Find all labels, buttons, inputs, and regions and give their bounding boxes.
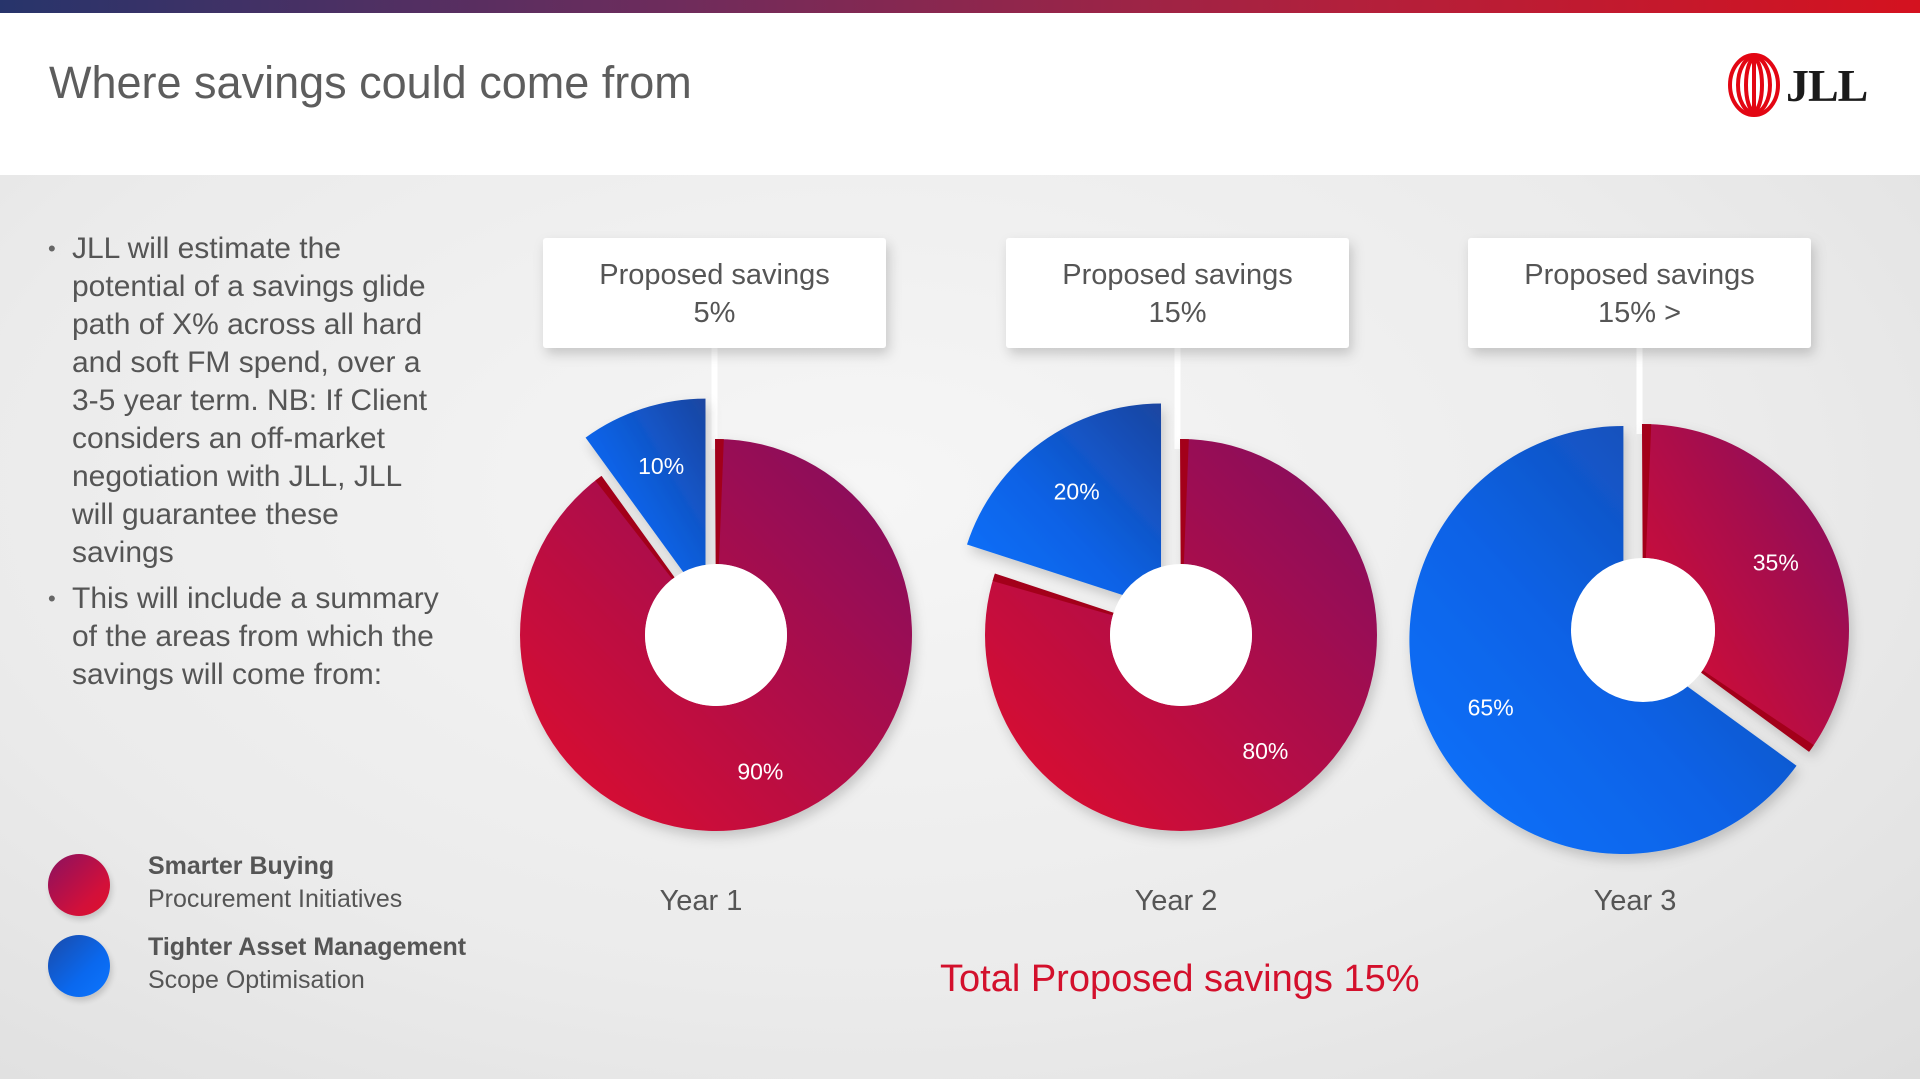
slice-value-label: 90% [737,758,783,784]
legend-swatch-red [48,854,110,916]
slice-value-label: 65% [1468,695,1514,721]
slice-edge-shade [992,573,1114,616]
donut-chart-year-2: Proposed savings 15% 80% 20% Year 2 [966,238,1378,917]
bullet-list: JLL will estimate the potential of a sav… [44,230,444,702]
callout-text-line: Proposed savings [1524,259,1755,291]
callout-box [543,238,886,348]
donut-chart-year-1: Proposed savings 5% 90% 10% Year 1 [519,238,912,917]
logo-text: JLL [1786,60,1868,111]
donut-slice-smarter-buying [519,439,912,832]
legend-title: Smarter Buying [148,852,335,880]
donut-slice-tighter-asset-management [966,403,1162,608]
bullet-item: JLL will estimate the potential of a sav… [44,230,444,572]
slice-edge-shade [1701,670,1814,752]
legend-subtitle: Procurement Initiatives [148,885,403,913]
callout-text-line: 5% [694,297,736,329]
legend-item-tighter-asset-management: Tighter Asset Management Scope Optimisat… [48,929,508,999]
bullet-item: This will include a summary of the areas… [44,580,444,694]
callout-box [1468,238,1811,348]
donut-hole [1110,564,1252,706]
slice-edge-shade [595,475,675,580]
slice-value-label: 80% [1242,738,1288,764]
legend-item-smarter-buying: Smarter Buying Procurement Initiatives [48,848,508,918]
slice-value-label: 35% [1753,549,1799,575]
donut-chart-year-3: Proposed savings 15% > 35% 65% Year 3 [1409,238,1849,917]
slice-value-label: 10% [638,453,684,479]
callout-box [1006,238,1349,348]
callout-text-line: 15% > [1598,297,1681,329]
jll-logo-mark-icon [1728,53,1780,117]
slice-edge-shade [715,438,724,565]
slide-header: Where savings could come from JLL [0,13,1920,175]
donut-slice-tighter-asset-management [585,398,706,603]
donut-hole [1571,558,1715,702]
donut-hole [645,564,787,706]
legend-swatch-blue [48,935,110,997]
callout-text-line: Proposed savings [1062,259,1293,291]
legend-title: Tighter Asset Management [148,933,467,961]
slice-value-label: 20% [1054,478,1100,504]
year-label: Year 1 [660,885,743,917]
slide-title: Where savings could come from [49,57,692,108]
year-label: Year 3 [1594,885,1677,917]
legend-subtitle: Scope Optimisation [148,966,365,994]
top-banner-strip [0,0,1920,13]
jll-logo: JLL [1728,51,1868,119]
slice-edge-shade [1641,424,1652,559]
callout-text-line: Proposed savings [599,259,830,291]
total-savings-text: Total Proposed savings 15% [940,958,1420,1000]
year-label: Year 2 [1135,885,1218,917]
slice-edge-shade [1180,438,1189,565]
callout-text-line: 15% [1148,297,1206,329]
donut-slice-smarter-buying [1643,424,1849,752]
donut-slice-smarter-buying [985,439,1378,832]
